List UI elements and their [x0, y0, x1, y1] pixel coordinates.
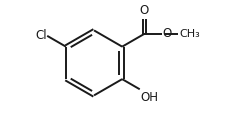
Text: Cl: Cl — [35, 29, 46, 42]
Text: CH₃: CH₃ — [178, 29, 199, 39]
Text: O: O — [162, 27, 171, 40]
Text: OH: OH — [140, 91, 158, 104]
Text: O: O — [139, 4, 148, 17]
